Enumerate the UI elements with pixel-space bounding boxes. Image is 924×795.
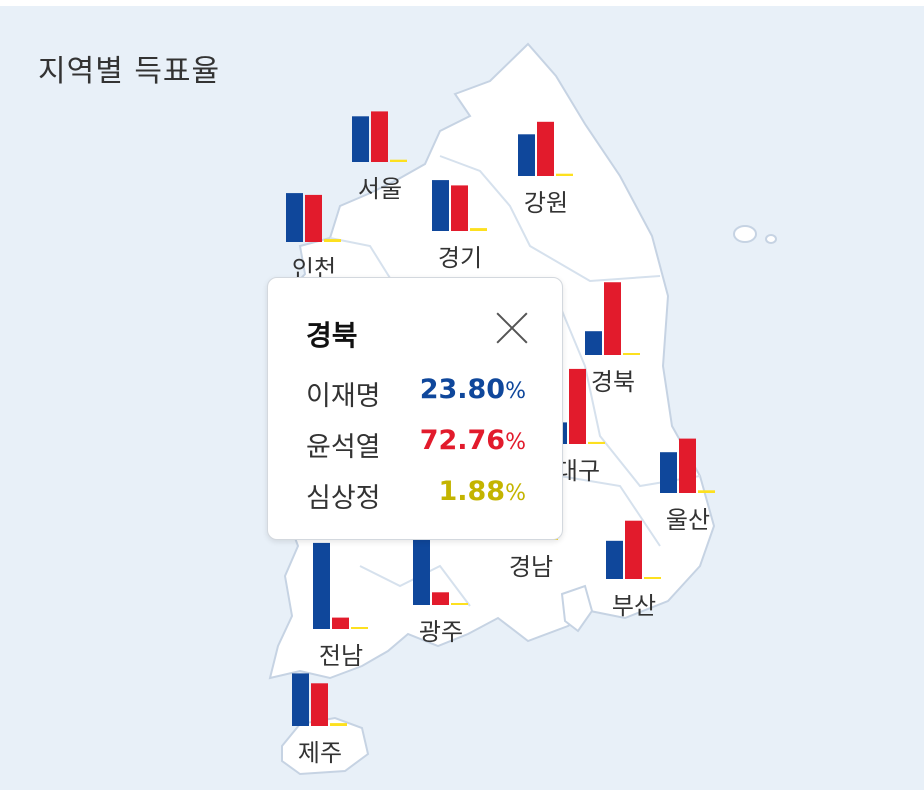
bar-sim-4 [623,353,640,355]
region-label[interactable]: 제주 [298,739,342,767]
popup-row: 이재명 23.80% [306,374,526,412]
bar-sim-7 [644,577,661,579]
region-label[interactable]: 경기 [438,244,482,272]
bar-sim-1 [324,239,341,242]
bar-sim-11 [330,723,347,726]
region-label[interactable]: 서울 [358,175,402,203]
bar-sim-5 [588,441,605,444]
region-label[interactable]: 부산 [612,592,656,620]
bar-lee-11 [292,673,309,726]
region-label[interactable]: 전남 [319,642,363,670]
popup-region-name: 경북 [306,319,358,352]
bar-yoon-10 [332,617,349,629]
regional-vote-panel: 지역별 득표율 서울 인천 경기 강원 경북 대구 울산 부산 경남 광주 전남 제주 경북 이재명 … [0,6,924,790]
map-land-dokdo [765,234,777,244]
region-label[interactable]: 대구 [556,457,600,485]
candidate-name: 심상정 [306,483,381,514]
region-detail-popup: 경북 이재명 23.80% 윤석열 72.76% 심상정 1.88% [267,277,563,540]
popup-row: 심상정 1.88% [306,476,526,514]
bar-sim-9 [451,603,468,605]
bar-lee-1 [286,193,303,242]
region-label[interactable]: 경북 [591,368,635,396]
bar-lee-3 [518,134,535,176]
region-label[interactable]: 광주 [419,618,463,646]
close-icon[interactable] [494,310,530,346]
bar-lee-4 [585,331,602,355]
bar-yoon-4 [604,282,621,355]
bar-yoon-7 [625,520,642,579]
popup-row: 윤석열 72.76% [306,425,526,463]
bar-yoon-11 [311,683,328,726]
candidate-name: 이재명 [306,381,381,412]
bar-yoon-9 [432,592,449,605]
bar-sim-0 [390,159,407,162]
bar-sim-6 [698,490,715,493]
bar-sim-2 [470,228,487,231]
bar-sim-3 [556,173,573,176]
bar-yoon-3 [537,121,554,176]
bar-yoon-1 [305,194,322,242]
bar-lee-0 [352,116,369,162]
panel-title: 지역별 득표율 [38,54,221,89]
bar-lee-2 [432,180,449,231]
region-label[interactable]: 울산 [666,506,710,534]
bar-sim-10 [351,627,368,629]
bar-lee-9 [413,520,430,605]
bar-lee-7 [606,540,623,579]
map-land-geoje [560,584,594,633]
bar-yoon-2 [451,185,468,231]
region-label[interactable]: 강원 [524,189,568,217]
bar-yoon-0 [371,111,388,162]
bar-yoon-5 [569,368,586,444]
bar-lee-10 [313,542,330,629]
bar-yoon-6 [679,438,696,493]
candidate-percent: 23.80% [419,374,526,405]
map-land-ulleung [733,225,757,243]
candidate-percent: 72.76% [419,425,526,456]
region-label[interactable]: 경남 [509,553,553,581]
candidate-percent: 1.88% [438,476,526,507]
candidate-name: 윤석열 [306,432,381,463]
bar-lee-6 [660,452,677,493]
